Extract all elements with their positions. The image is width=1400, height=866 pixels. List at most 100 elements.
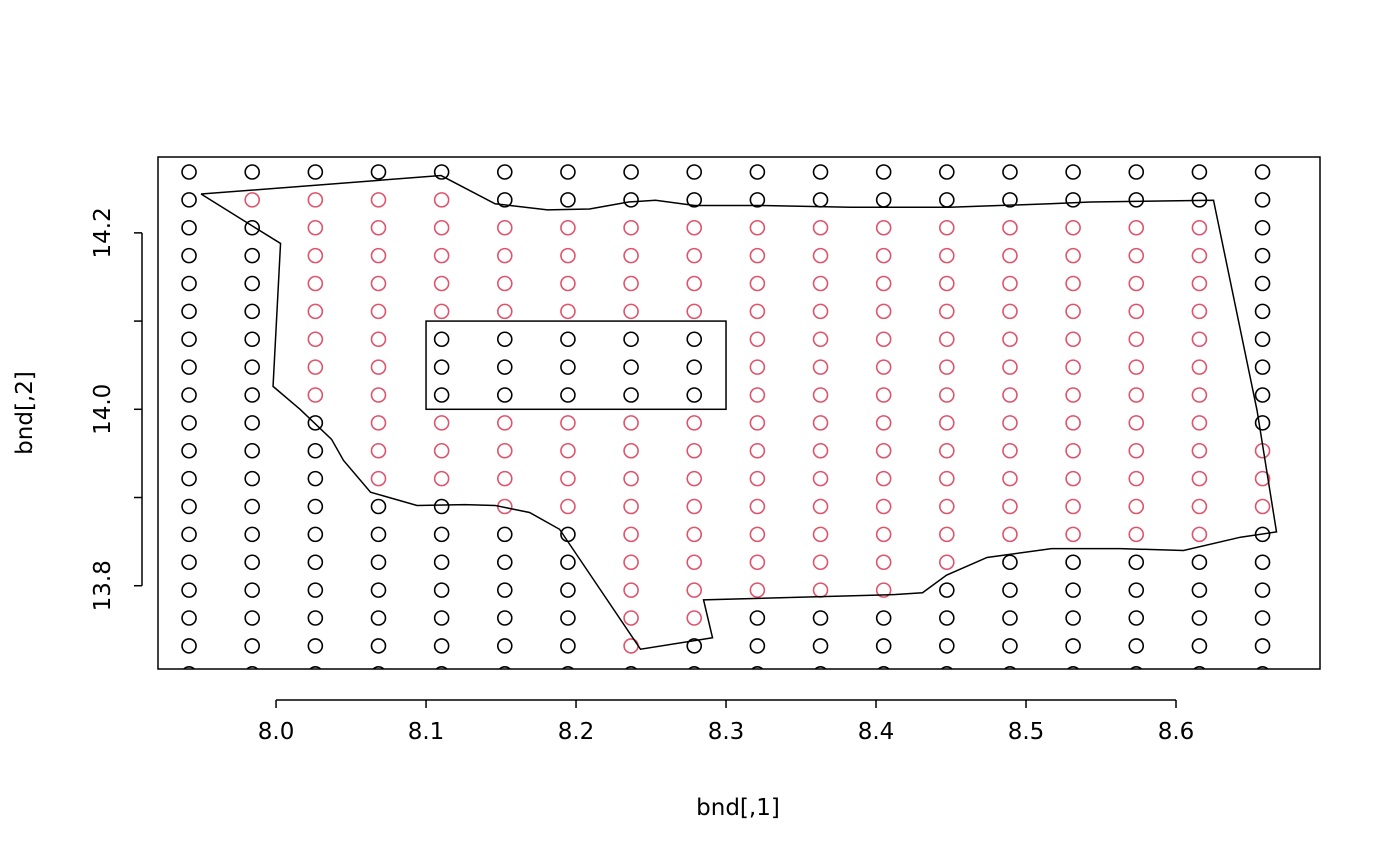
point	[433, 359, 450, 375]
point	[370, 526, 387, 543]
point	[181, 470, 197, 487]
point	[686, 498, 703, 515]
point	[686, 192, 703, 208]
point	[496, 610, 513, 626]
point	[688, 665, 701, 669]
x-tick-label: 8.4	[858, 719, 895, 745]
point	[181, 331, 197, 348]
point	[307, 387, 324, 403]
point	[1254, 498, 1271, 515]
point	[875, 275, 892, 292]
point	[686, 526, 703, 543]
point	[939, 442, 955, 459]
point	[307, 359, 324, 375]
point	[370, 554, 387, 571]
point	[560, 638, 576, 654]
point	[939, 359, 955, 375]
point	[749, 303, 766, 320]
point	[433, 387, 450, 403]
point	[939, 610, 955, 626]
point	[433, 470, 450, 487]
point	[181, 303, 197, 320]
point	[244, 442, 260, 459]
point	[1002, 192, 1018, 208]
point	[1128, 275, 1145, 292]
point	[246, 665, 259, 669]
point	[1002, 415, 1018, 431]
point	[181, 387, 197, 403]
plot-box	[157, 156, 1321, 670]
point	[433, 498, 450, 515]
point	[749, 275, 766, 292]
point	[1191, 275, 1208, 292]
point	[1254, 331, 1271, 348]
point	[939, 498, 955, 515]
point	[1254, 275, 1271, 292]
point	[1002, 442, 1018, 459]
point	[496, 415, 513, 431]
point	[560, 164, 576, 180]
point	[686, 303, 703, 320]
point	[812, 164, 829, 180]
point	[560, 331, 576, 348]
point	[496, 470, 513, 487]
point	[1130, 665, 1143, 669]
point	[307, 470, 324, 487]
point	[370, 247, 387, 264]
point	[875, 415, 892, 431]
point	[1254, 582, 1271, 598]
point	[370, 415, 387, 431]
point	[1254, 638, 1271, 654]
point	[1065, 498, 1081, 515]
point	[1128, 331, 1145, 348]
point	[1191, 415, 1208, 431]
point	[1002, 303, 1018, 320]
point	[433, 219, 450, 236]
point	[1191, 498, 1208, 515]
point	[939, 247, 955, 264]
x-tick-label: 8.6	[1158, 719, 1195, 745]
point	[939, 303, 955, 320]
point	[433, 526, 450, 543]
point	[496, 638, 513, 654]
point	[181, 610, 197, 626]
point	[623, 331, 639, 348]
point	[244, 164, 260, 180]
point	[560, 219, 576, 236]
point	[1002, 275, 1018, 292]
point	[812, 610, 829, 626]
point	[307, 275, 324, 292]
point	[1002, 359, 1018, 375]
point	[560, 359, 576, 375]
point	[939, 582, 955, 598]
point	[623, 192, 639, 208]
point	[623, 387, 639, 403]
point	[686, 247, 703, 264]
point	[244, 247, 260, 264]
point	[181, 275, 197, 292]
point	[749, 526, 766, 543]
point	[939, 219, 955, 236]
point	[435, 665, 448, 669]
point	[496, 331, 513, 348]
hole	[425, 320, 727, 411]
point	[309, 665, 322, 669]
point	[370, 192, 387, 208]
point	[561, 665, 575, 669]
point	[370, 638, 387, 654]
point	[1254, 470, 1271, 487]
point	[1002, 498, 1018, 515]
point	[1128, 303, 1145, 320]
point	[812, 415, 829, 431]
point	[686, 442, 703, 459]
point	[812, 359, 829, 375]
point	[812, 387, 829, 403]
point	[370, 164, 387, 180]
point	[244, 331, 260, 348]
point	[875, 247, 892, 264]
point	[181, 526, 197, 543]
point	[244, 470, 260, 487]
point	[370, 470, 387, 487]
point	[244, 498, 260, 515]
